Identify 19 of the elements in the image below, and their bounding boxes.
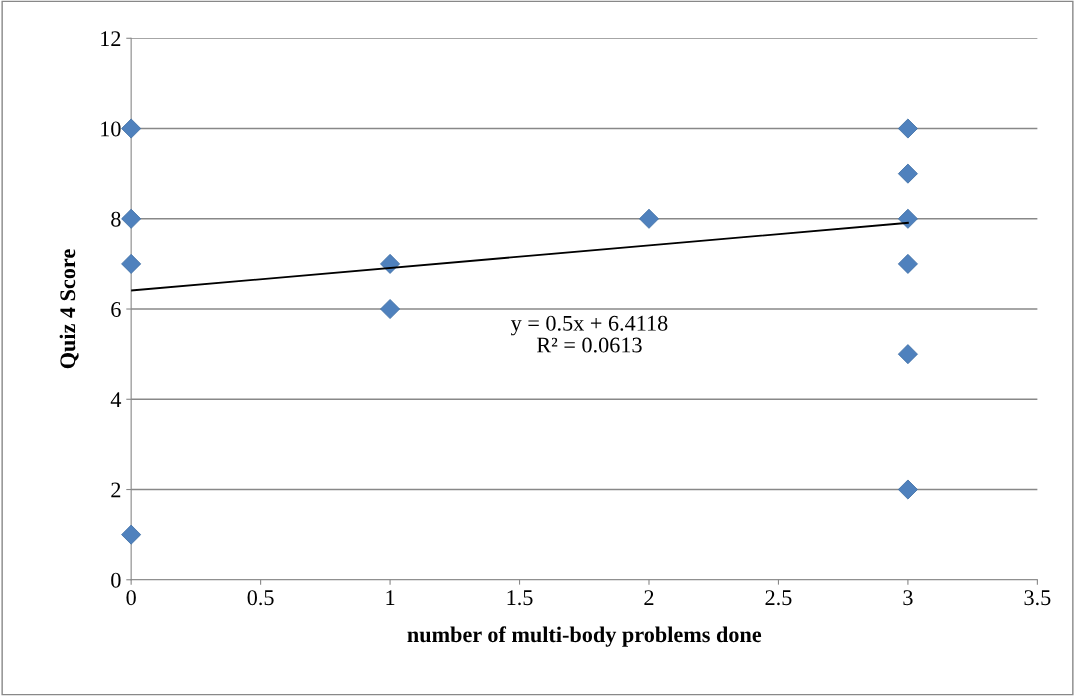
y-axis-title: Quiz 4 Score bbox=[59, 249, 79, 369]
y-tick-label: 0 bbox=[111, 572, 121, 588]
x-tick-label: 3 bbox=[903, 590, 913, 606]
y-tick-label: 12 bbox=[101, 31, 121, 46]
x-tick-label: 1.5 bbox=[507, 590, 533, 606]
x-tick-label: 0.5 bbox=[247, 590, 274, 606]
x-tick-label: 2.5 bbox=[765, 590, 792, 606]
x-tick-label: 3.5 bbox=[1024, 590, 1051, 606]
x-tick-label: 0 bbox=[126, 590, 136, 606]
y-tick-label: 8 bbox=[111, 211, 121, 227]
y-tick-label: 6 bbox=[111, 302, 121, 317]
point bbox=[897, 163, 918, 184]
annotation: y = 0.5x + 6.4118 R² = 0.0613 bbox=[510, 315, 668, 353]
x-tick-label: 2 bbox=[644, 590, 654, 605]
x-tick-label: 1 bbox=[386, 590, 395, 605]
x-axis-title: number of multi-body problems done bbox=[407, 626, 762, 647]
y-tick-label: 4 bbox=[110, 392, 122, 407]
y-tick-label: 2 bbox=[111, 482, 121, 498]
y-tick-label: 10 bbox=[101, 121, 121, 137]
